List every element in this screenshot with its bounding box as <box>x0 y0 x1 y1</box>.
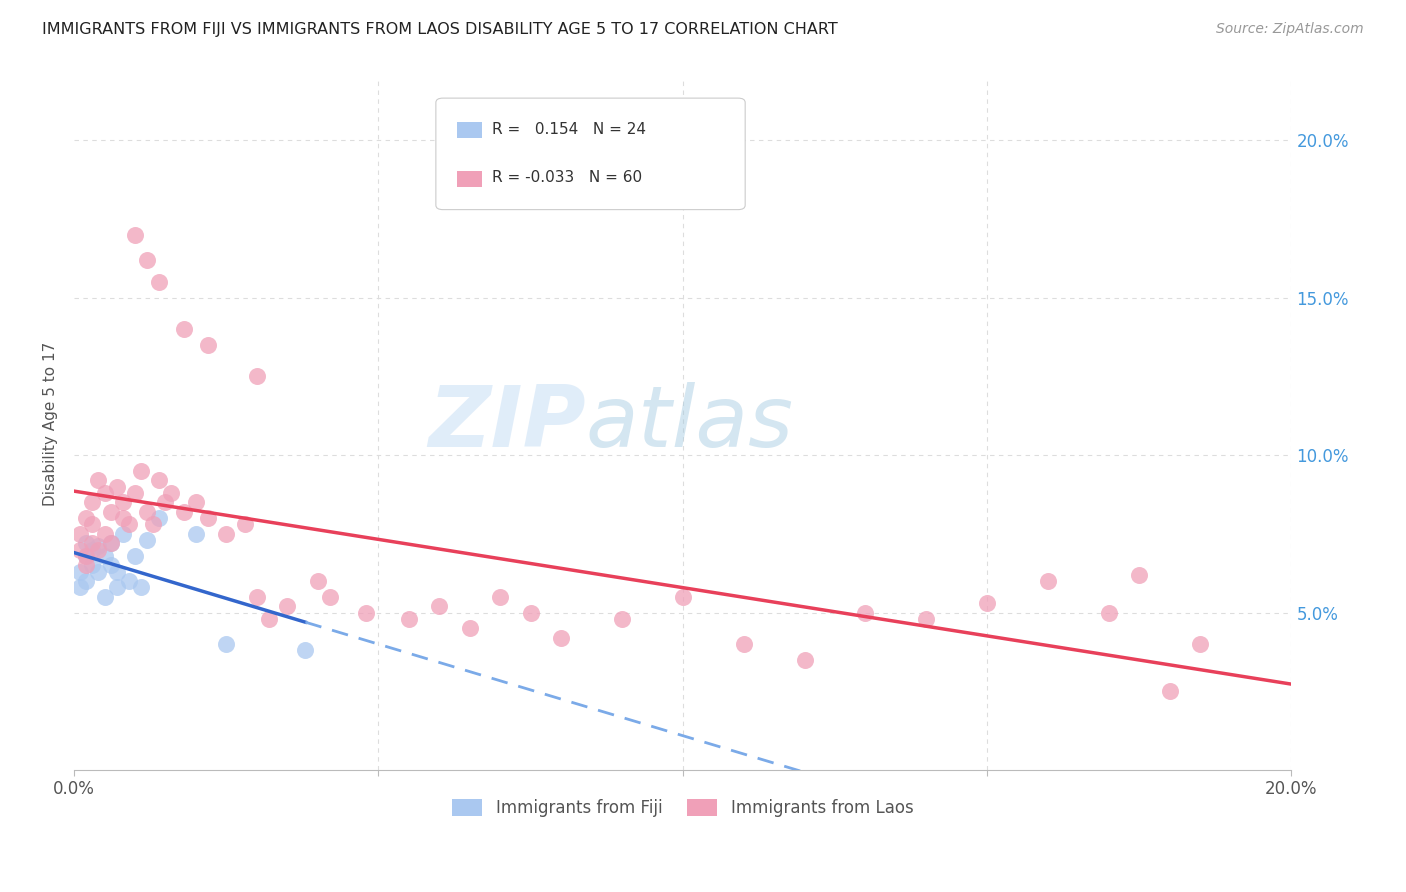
Point <box>118 517 141 532</box>
Point <box>427 599 450 614</box>
Point <box>69 581 91 595</box>
Point <box>307 574 329 588</box>
Point <box>148 511 170 525</box>
Point <box>1128 567 1150 582</box>
Point <box>87 565 110 579</box>
Point <box>93 527 115 541</box>
Point <box>100 558 122 573</box>
Point <box>111 527 134 541</box>
Point <box>672 590 695 604</box>
Point <box>1159 684 1181 698</box>
Point <box>82 495 104 509</box>
Point <box>75 558 97 573</box>
Point <box>354 606 377 620</box>
Point <box>294 643 316 657</box>
Point <box>87 474 110 488</box>
Point <box>148 474 170 488</box>
Text: R = -0.033   N = 60: R = -0.033 N = 60 <box>492 170 643 186</box>
Point <box>458 621 481 635</box>
Text: Source: ZipAtlas.com: Source: ZipAtlas.com <box>1216 22 1364 37</box>
Point <box>75 511 97 525</box>
Point <box>75 549 97 563</box>
Point <box>1189 637 1212 651</box>
Point <box>124 486 146 500</box>
Point <box>155 495 177 509</box>
Point <box>853 606 876 620</box>
Point <box>82 517 104 532</box>
Point <box>118 574 141 588</box>
Point <box>111 511 134 525</box>
Point <box>142 517 165 532</box>
Point <box>398 612 420 626</box>
Point <box>100 536 122 550</box>
Point <box>1098 606 1121 620</box>
Point <box>215 637 238 651</box>
Point <box>129 464 152 478</box>
Text: R =   0.154   N = 24: R = 0.154 N = 24 <box>492 122 647 137</box>
Point <box>197 338 219 352</box>
Point <box>197 511 219 525</box>
Point <box>105 581 128 595</box>
Point <box>111 495 134 509</box>
Point <box>105 565 128 579</box>
Point <box>915 612 938 626</box>
Point <box>75 574 97 588</box>
Point <box>148 275 170 289</box>
Point <box>136 505 159 519</box>
Point <box>75 536 97 550</box>
Legend: Immigrants from Fiji, Immigrants from Laos: Immigrants from Fiji, Immigrants from La… <box>446 792 920 824</box>
Point <box>136 533 159 548</box>
Point <box>550 631 572 645</box>
Point <box>87 540 110 554</box>
Point <box>87 542 110 557</box>
Point <box>184 527 207 541</box>
Point <box>733 637 755 651</box>
Point <box>1036 574 1059 588</box>
Point <box>246 590 269 604</box>
Point <box>173 322 195 336</box>
Point <box>136 253 159 268</box>
Point <box>69 565 91 579</box>
Point <box>75 549 97 563</box>
Point <box>105 480 128 494</box>
Point <box>233 517 256 532</box>
Point <box>519 606 541 620</box>
Point <box>93 590 115 604</box>
Point <box>93 549 115 563</box>
Y-axis label: Disability Age 5 to 17: Disability Age 5 to 17 <box>44 342 58 506</box>
Point <box>184 495 207 509</box>
Point <box>124 227 146 242</box>
Point <box>276 599 298 614</box>
Point <box>610 612 633 626</box>
Point <box>69 542 91 557</box>
Point <box>100 536 122 550</box>
Text: IMMIGRANTS FROM FIJI VS IMMIGRANTS FROM LAOS DISABILITY AGE 5 TO 17 CORRELATION : IMMIGRANTS FROM FIJI VS IMMIGRANTS FROM … <box>42 22 838 37</box>
Point <box>489 590 512 604</box>
Point <box>124 549 146 563</box>
Point <box>82 536 104 550</box>
Point <box>69 527 91 541</box>
Point <box>160 486 183 500</box>
Point <box>319 590 342 604</box>
Point <box>100 505 122 519</box>
Point <box>246 369 269 384</box>
Point <box>215 527 238 541</box>
Text: ZIP: ZIP <box>427 382 585 466</box>
Point <box>976 596 998 610</box>
Point <box>82 558 104 573</box>
Point <box>257 612 280 626</box>
Point <box>129 581 152 595</box>
Point <box>793 653 815 667</box>
Point <box>93 486 115 500</box>
Text: atlas: atlas <box>585 382 793 466</box>
Point <box>82 542 104 557</box>
Point <box>173 505 195 519</box>
